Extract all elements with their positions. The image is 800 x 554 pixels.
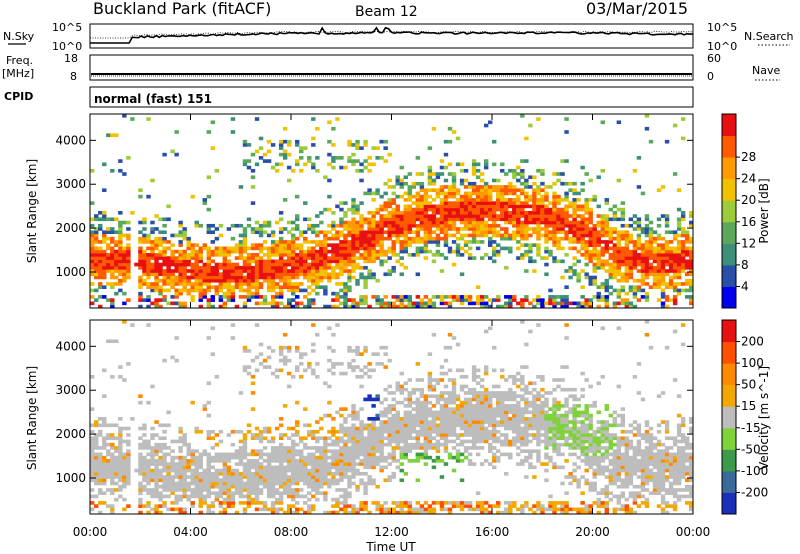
time-tick-label: 16:00 <box>475 525 510 539</box>
colorbar-swatch <box>722 221 736 244</box>
colorbar-tick-label: 8 <box>741 258 749 272</box>
nsearch-tick-top: 10^5 <box>707 21 737 34</box>
cpid-panel: CPID normal (fast) 151 <box>4 86 694 108</box>
range-tick-label: 3000 <box>55 177 86 191</box>
plot-title: Buckland Park (fitACF) <box>93 0 271 18</box>
nsearch-trace <box>90 30 694 39</box>
nsky-label: N.Sky <box>3 30 35 43</box>
freq-unit: [MHz] <box>2 67 34 80</box>
nsky-panel: N.Sky 10^5 10^0 N.Search 10^5 10^0 <box>3 21 794 53</box>
nave-tick-top: 60 <box>707 52 721 65</box>
cpid-value: normal (fast) 151 <box>94 92 212 106</box>
colorbar-swatch <box>722 286 736 309</box>
range-tick-label: 1000 <box>55 265 86 279</box>
time-tick-label: 08:00 <box>274 525 309 539</box>
nsky-trace <box>90 26 693 44</box>
velocity-panel: 1000 2000 3000 4000 Slant Range [km] 200 100… <box>25 319 771 515</box>
freq-tick-top: 18 <box>64 52 78 65</box>
colorbar-tick-label: 24 <box>741 172 756 186</box>
colorbar-swatch <box>722 470 736 493</box>
colorbar-swatch <box>722 200 736 223</box>
velocity-ylabel: Slant Range [km] <box>25 366 39 470</box>
nave-label: Nave <box>752 64 780 77</box>
colorbar-swatch <box>722 320 736 343</box>
time-tick-label: 00:00 <box>73 525 108 539</box>
range-tick-label: 1000 <box>55 471 86 485</box>
time-axis: 00:00 04:00 08:00 12:00 16:00 20:00 00:00 <box>73 114 711 539</box>
colorbar-swatch <box>722 264 736 287</box>
colorbar-swatch <box>722 114 736 137</box>
time-tick-label: 20:00 <box>575 525 610 539</box>
colorbar-tick-label: 20 <box>741 193 756 207</box>
nsky-tick-top: 10^5 <box>52 21 82 34</box>
colorbar-swatch <box>722 341 736 364</box>
freq-label: Freq. <box>6 54 33 67</box>
colorbar-tick-label: 50 <box>741 378 756 392</box>
colorbar-tick-label: 100 <box>741 356 764 370</box>
colorbar-swatch <box>722 178 736 201</box>
range-tick-label: 3000 <box>55 383 86 397</box>
range-tick-label: 4000 <box>55 133 86 147</box>
colorbar-swatch <box>722 492 736 515</box>
colorbar-swatch <box>722 363 736 386</box>
colorbar-swatch <box>722 384 736 407</box>
colorbar-tick-label: 12 <box>741 236 756 250</box>
time-tick-label: 04:00 <box>173 525 208 539</box>
freq-panel: Freq. [MHz] 18 8 Nave 60 0 <box>2 52 780 83</box>
freq-tick-bottom: 8 <box>70 70 77 83</box>
colorbar-tick-label: 200 <box>741 335 764 349</box>
nave-tick-bottom: 0 <box>707 70 714 83</box>
time-tick-label: 12:00 <box>374 525 409 539</box>
range-tick-label: 2000 <box>55 427 86 441</box>
nsearch-tick-bottom: 10^0 <box>707 40 737 53</box>
beam-label: Beam 12 <box>355 4 418 20</box>
cpid-label: CPID <box>4 90 33 103</box>
colorbar-swatch <box>722 157 736 180</box>
power-ylabel: Slant Range [km] <box>25 159 39 263</box>
power-panel: 1000 2000 3000 4000 Slant Range [km] 4 8 12 16… <box>25 113 771 309</box>
colorbar-tick-label: -15 <box>741 421 761 435</box>
colorbar-swatch <box>722 406 736 429</box>
velocity-colorbar-label: Velocity [m s^-1] <box>757 366 771 470</box>
time-tick-label: 00:00 <box>676 525 711 539</box>
nsearch-label: N.Search <box>744 30 794 43</box>
colorbar-tick-label: 15 <box>741 399 756 413</box>
range-tick-label: 2000 <box>55 221 86 235</box>
time-axis-label: Time UT <box>365 540 416 554</box>
colorbar-swatch <box>722 243 736 266</box>
header: Buckland Park (fitACF) Beam 12 03/Mar/20… <box>93 0 688 20</box>
nsky-tick-bottom: 10^0 <box>52 40 82 53</box>
colorbar-tick-label: 4 <box>741 279 749 293</box>
colorbar-tick-label: 16 <box>741 215 756 229</box>
colorbar-swatch <box>722 135 736 158</box>
colorbar-tick-label: -50 <box>741 442 761 456</box>
colorbar-swatch <box>722 449 736 472</box>
power-colorbar-label: Power [dB] <box>757 178 771 243</box>
colorbar-tick-label: -200 <box>741 485 768 499</box>
colorbar-swatch <box>722 427 736 450</box>
colorbar-tick-label: 28 <box>741 150 756 164</box>
range-tick-label: 4000 <box>55 339 86 353</box>
date-label: 03/Mar/2015 <box>586 0 688 18</box>
colorbar-tick-label: -100 <box>741 464 768 478</box>
